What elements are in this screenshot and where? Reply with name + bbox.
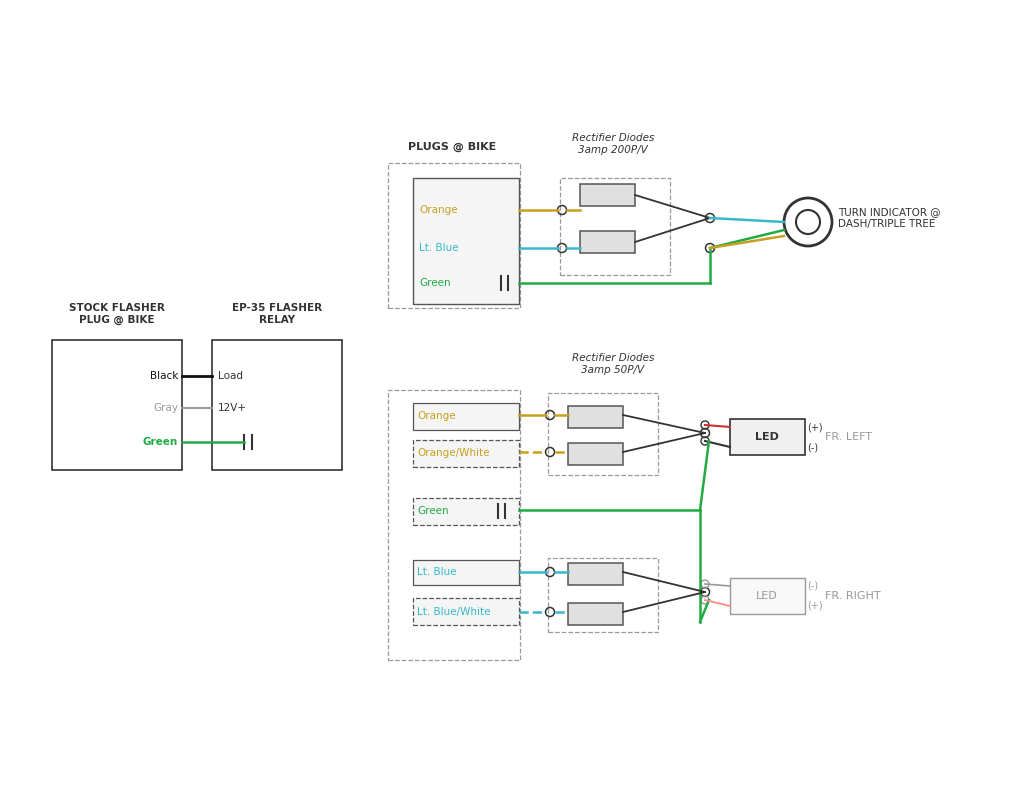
Bar bbox=[568, 603, 623, 625]
Text: Orange: Orange bbox=[417, 411, 456, 421]
Text: LED: LED bbox=[755, 432, 779, 442]
Text: Green: Green bbox=[417, 506, 449, 516]
Bar bbox=[548, 558, 658, 632]
Text: Black: Black bbox=[150, 371, 178, 381]
Text: Orange/White: Orange/White bbox=[417, 448, 489, 458]
Text: PLUGS @ BIKE: PLUGS @ BIKE bbox=[408, 142, 497, 152]
Bar bbox=[388, 390, 520, 660]
Bar bbox=[388, 163, 520, 308]
Text: 12V+: 12V+ bbox=[218, 403, 247, 413]
Text: STOCK FLASHER
PLUG @ BIKE: STOCK FLASHER PLUG @ BIKE bbox=[69, 303, 165, 325]
Bar bbox=[52, 340, 182, 470]
Text: Lt. Blue: Lt. Blue bbox=[419, 243, 459, 253]
Text: (+): (+) bbox=[807, 601, 822, 611]
Bar bbox=[413, 440, 519, 467]
Bar bbox=[568, 563, 623, 585]
Bar bbox=[548, 393, 658, 475]
Text: (+): (+) bbox=[807, 422, 822, 432]
Text: LED: LED bbox=[756, 591, 778, 601]
Bar bbox=[212, 340, 342, 470]
Text: Rectifier Diodes
3amp 50P/V: Rectifier Diodes 3amp 50P/V bbox=[571, 354, 654, 375]
Bar bbox=[580, 184, 635, 206]
Bar bbox=[730, 578, 805, 614]
Text: Gray: Gray bbox=[153, 403, 178, 413]
Bar bbox=[413, 403, 519, 430]
Bar bbox=[560, 178, 670, 275]
Text: FR. LEFT: FR. LEFT bbox=[825, 432, 872, 442]
Bar bbox=[730, 419, 805, 455]
Text: Rectifier Diodes
3amp 200P/V: Rectifier Diodes 3amp 200P/V bbox=[571, 134, 654, 155]
Text: FR. RIGHT: FR. RIGHT bbox=[825, 591, 881, 601]
Text: TURN INDICATOR @
DASH/TRIPLE TREE: TURN INDICATOR @ DASH/TRIPLE TREE bbox=[838, 207, 941, 229]
Text: (-): (-) bbox=[807, 442, 818, 452]
Bar bbox=[568, 406, 623, 428]
Bar bbox=[413, 178, 519, 304]
Bar bbox=[580, 231, 635, 253]
Bar bbox=[568, 443, 623, 465]
Text: Load: Load bbox=[218, 371, 243, 381]
Text: Orange: Orange bbox=[419, 205, 458, 215]
Text: Lt. Blue: Lt. Blue bbox=[417, 567, 457, 577]
Bar bbox=[413, 598, 519, 625]
Text: (-): (-) bbox=[807, 581, 818, 591]
Text: EP-35 FLASHER
RELAY: EP-35 FLASHER RELAY bbox=[232, 304, 323, 325]
Text: Green: Green bbox=[419, 278, 451, 288]
Text: Lt. Blue/White: Lt. Blue/White bbox=[417, 607, 490, 617]
Bar bbox=[413, 498, 519, 525]
Text: Green: Green bbox=[142, 437, 178, 447]
Bar bbox=[413, 560, 519, 585]
